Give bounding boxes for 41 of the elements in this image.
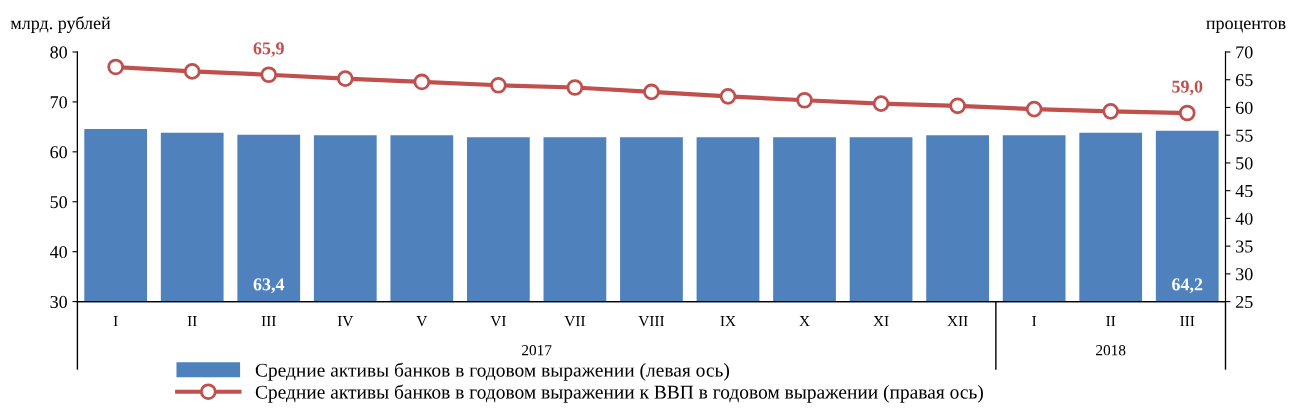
y-tick-label: 40 bbox=[49, 245, 67, 259]
y2-tick-label: 35 bbox=[1236, 240, 1253, 253]
x-tick-label: VI bbox=[490, 316, 506, 327]
y2-tick-label: 50 bbox=[1236, 157, 1253, 170]
x-tick-label: I bbox=[113, 316, 118, 327]
y-tick-label: 50 bbox=[50, 196, 67, 209]
x-tick-label: II bbox=[1106, 316, 1116, 327]
data-label: 59,0 bbox=[1172, 80, 1203, 96]
y2-tick-label: 40 bbox=[1235, 212, 1253, 225]
y-axis-title: млрд. рублей bbox=[10, 16, 111, 34]
x-tick-label: I bbox=[1032, 316, 1037, 327]
x-tick-label: VII bbox=[564, 316, 585, 327]
x-tick-label: XI bbox=[873, 316, 889, 327]
text: 2017 bbox=[522, 345, 552, 356]
data-label: 64,2 bbox=[1172, 278, 1203, 294]
x-tick-label: III bbox=[1180, 316, 1195, 327]
legend-label: Средние активы банков в годовом выражении (левая ось) bbox=[255, 362, 730, 381]
x-tick-label: XII bbox=[947, 316, 968, 327]
legend-label: Средние активы банков в годовом выражении к ВВП в годовом выражении (правая ось) bbox=[255, 384, 983, 403]
x-tick-label: II bbox=[187, 316, 197, 327]
data-label: 65,9 bbox=[253, 42, 284, 58]
y2-tick-label: 30 bbox=[1236, 268, 1253, 281]
y2-tick-label: 60 bbox=[1236, 101, 1253, 114]
y2-tick-label: 25 bbox=[1236, 295, 1253, 309]
y2-tick-label: 45 bbox=[1235, 185, 1253, 198]
x-tick-label: X bbox=[799, 316, 810, 327]
y-tick-label: 70 bbox=[50, 96, 67, 109]
y2-tick-label: 70 bbox=[1236, 46, 1253, 59]
x-tick-label: V bbox=[416, 316, 428, 327]
x-tick-label: VIII bbox=[638, 316, 665, 327]
data-label: 63,4 bbox=[253, 278, 285, 294]
x-tick-label: IX bbox=[720, 316, 736, 327]
y2-tick-label: 65 bbox=[1236, 74, 1253, 87]
text: 2018 bbox=[1096, 345, 1126, 356]
y2-tick-label: 55 bbox=[1236, 129, 1253, 142]
x-tick-label: III bbox=[261, 316, 276, 327]
x-tick-label: IV bbox=[337, 316, 354, 327]
y2-axis-title: процентов bbox=[1206, 20, 1286, 33]
y-tick-label: 60 bbox=[50, 146, 67, 159]
y-tick-label: 30 bbox=[50, 295, 67, 309]
y-tick-label: 80 bbox=[50, 46, 67, 59]
